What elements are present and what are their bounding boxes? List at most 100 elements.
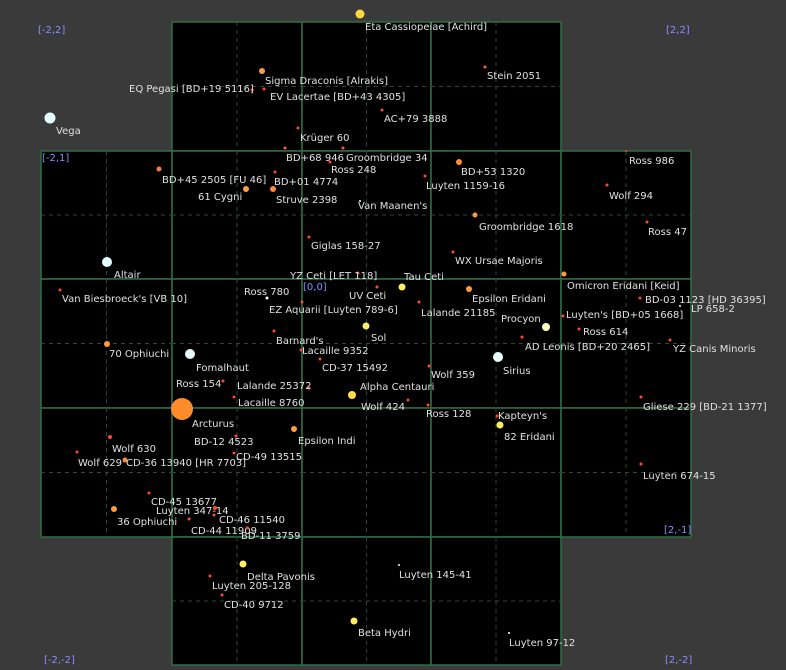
star-wolf-424-marker[interactable]: [407, 399, 410, 402]
star-cd-37-15492-marker[interactable]: [319, 358, 322, 361]
star-wolf-359-marker[interactable]: [428, 365, 431, 368]
star-ad-leonis-bd-20-2465-marker[interactable]: [521, 336, 524, 339]
sector-coord-label: [0,0]: [303, 282, 327, 293]
star-omicron-eridani-keid-marker[interactable]: [562, 272, 567, 277]
star-altair-marker[interactable]: [102, 257, 112, 267]
star-ac-79-3888-label: AC+79 3888: [384, 114, 447, 125]
star-procyon-label: Procyon: [501, 314, 541, 325]
star-cd-40-9712-marker[interactable]: [221, 594, 224, 597]
star-tau-ceti-label: Tau Ceti: [403, 272, 444, 283]
star-tau-ceti-marker[interactable]: [399, 284, 406, 291]
star-ez-aquarii-luyten-789-6-label: EZ Aquarii [Luyten 789-6]: [269, 305, 398, 316]
star-lalande-21185-label: Lalande 21185: [421, 308, 495, 319]
star-61-cygni-label: 61 Cygni: [198, 192, 242, 203]
star-fomalhaut-marker[interactable]: [185, 349, 195, 359]
star-yz-canis-minoris-marker[interactable]: [669, 339, 672, 342]
star-ross-47-marker[interactable]: [646, 221, 649, 224]
star-epsilon-eridani-label: Epsilon Eridani: [472, 294, 546, 305]
star-ez-aquarii-luyten-789-6-marker[interactable]: [301, 301, 304, 304]
star-luyten-205-128-label: Luyten 205-128: [212, 581, 291, 592]
star-uv-ceti-marker[interactable]: [376, 286, 379, 289]
star-yz-ceti-let-118-label: YZ Ceti [LET 118]: [289, 271, 377, 282]
star-arcturus-marker[interactable]: [171, 398, 193, 420]
star-ross-614-marker[interactable]: [578, 328, 581, 331]
star-cd-37-15492-label: CD-37 15492: [322, 363, 388, 374]
star-ross-248-marker[interactable]: [329, 161, 332, 164]
star-82-eridani-marker[interactable]: [497, 422, 504, 429]
star-bd-53-1320-marker[interactable]: [456, 159, 462, 165]
star-bd-53-1320-label: BD+53 1320: [461, 167, 525, 178]
star-wx-ursae-majoris-marker[interactable]: [452, 251, 455, 254]
star-vega-marker[interactable]: [45, 113, 56, 124]
star-map[interactable]: [-2,2] [2,2][-2,1][0,0][2,-1][-2,-2] [2,-2…: [0, 0, 786, 670]
star-bd-68-946-marker[interactable]: [284, 147, 287, 150]
star-luyten-145-41-marker[interactable]: [398, 564, 400, 566]
star-wolf-424-label: Wolf 424: [361, 402, 405, 413]
star-cd-46-11540-label: CD-46 11540: [219, 515, 285, 526]
sector-coord-label: [2,2]: [666, 25, 690, 36]
star-struve-2398-marker[interactable]: [270, 186, 276, 192]
star-ross-780-label: Ross 780: [244, 287, 289, 298]
star-luyten-674-15-label: Luyten 674-15: [643, 471, 716, 482]
star-sol-marker[interactable]: [363, 323, 370, 330]
star-eta-cassiopeiae-achird-marker[interactable]: [356, 10, 365, 19]
star-epsilon-eridani-marker[interactable]: [466, 286, 472, 292]
star-36-ophiuchi-label: 36 Ophiuchi: [117, 517, 177, 528]
star-lalande-25372-label: Lalande 25372: [237, 381, 311, 392]
star-bd-01-4774-marker[interactable]: [274, 171, 277, 174]
star-lp-658-2-marker[interactable]: [679, 305, 681, 307]
star-cd-46-11540-marker[interactable]: [213, 514, 216, 517]
star-groombridge-34-marker[interactable]: [342, 147, 345, 150]
star-bd-45-2505-fu-46-marker[interactable]: [157, 167, 162, 172]
star-lalande-21185-marker[interactable]: [418, 301, 421, 304]
star-sirius-marker[interactable]: [493, 352, 503, 362]
star-ross-47-label: Ross 47: [648, 227, 687, 238]
star-bd-11-3759-marker[interactable]: [246, 527, 249, 530]
star-cd-44-11909-marker[interactable]: [188, 518, 191, 521]
star-procyon-marker[interactable]: [542, 323, 550, 331]
star-giglas-158-27-marker[interactable]: [308, 236, 311, 239]
star-sigma-draconis-alrakis-marker[interactable]: [259, 68, 265, 74]
star-vega-label: Vega: [56, 126, 81, 137]
star-lacaille-8760-marker[interactable]: [233, 396, 236, 399]
star-beta-hydri-label: Beta Hydri: [358, 628, 411, 639]
star-wolf-294-marker[interactable]: [606, 184, 609, 187]
star-stein-2051-marker[interactable]: [484, 66, 487, 69]
star-bd-03-1123-hd-36395-marker[interactable]: [639, 297, 642, 300]
star-beta-hydri-marker[interactable]: [351, 618, 358, 625]
star-groombridge-1618-marker[interactable]: [473, 213, 478, 218]
star-barnard-s-marker[interactable]: [273, 330, 276, 333]
star-luyten-347-14-label: Luyten 347-14: [156, 506, 229, 517]
star-wolf-629-marker[interactable]: [76, 451, 79, 454]
star-luyten-674-15-marker[interactable]: [640, 463, 643, 466]
star-ross-154-marker[interactable]: [222, 380, 225, 383]
star-alpha-centauri-label: Alpha Centauri: [360, 382, 434, 393]
star-luyten-1159-16-marker[interactable]: [424, 175, 427, 178]
sector-coord-label: [2,-2]: [665, 655, 692, 666]
star-luyten-205-128-marker[interactable]: [209, 575, 212, 578]
star-70-ophiuchi-marker[interactable]: [104, 341, 110, 347]
star-luyten-97-12-marker[interactable]: [508, 632, 510, 634]
star-gliese-229-bd-21-1377-marker[interactable]: [640, 396, 643, 399]
star-van-biesbroeck-s-vb-10-marker[interactable]: [59, 289, 62, 292]
star-luyten-97-12-label: Luyten 97-12: [509, 638, 575, 649]
star-cd-45-13677-marker[interactable]: [148, 492, 151, 495]
star-omicron-eridani-keid-label: Omicron Eridani [Keid]: [567, 281, 680, 292]
star-yz-canis-minoris-label: YZ Canis Minoris: [672, 344, 756, 355]
sector-coord-label: [2,-1]: [664, 525, 691, 536]
star-luyten-s-bd-05-1668-marker[interactable]: [562, 315, 565, 318]
star-kr-ger-60-marker[interactable]: [297, 127, 300, 130]
star-ross-128-marker[interactable]: [427, 404, 430, 407]
star-61-cygni-marker[interactable]: [243, 186, 249, 192]
star-ac-79-3888-marker[interactable]: [381, 109, 384, 112]
star-ross-986-marker[interactable]: [625, 150, 627, 152]
star-delta-pavonis-marker[interactable]: [240, 561, 247, 568]
star-giglas-158-27-label: Giglas 158-27: [311, 241, 381, 252]
star-bd-12-4523-label: BD-12 4523: [194, 437, 254, 448]
star-36-ophiuchi-marker[interactable]: [111, 506, 117, 512]
star-epsilon-indi-marker[interactable]: [291, 426, 297, 432]
star-82-eridani-label: 82 Eridani: [504, 432, 555, 443]
star-wolf-630-marker[interactable]: [108, 435, 112, 439]
star-alpha-centauri-marker[interactable]: [348, 391, 356, 399]
star-ev-lacertae-bd-43-4305-marker[interactable]: [263, 88, 266, 91]
